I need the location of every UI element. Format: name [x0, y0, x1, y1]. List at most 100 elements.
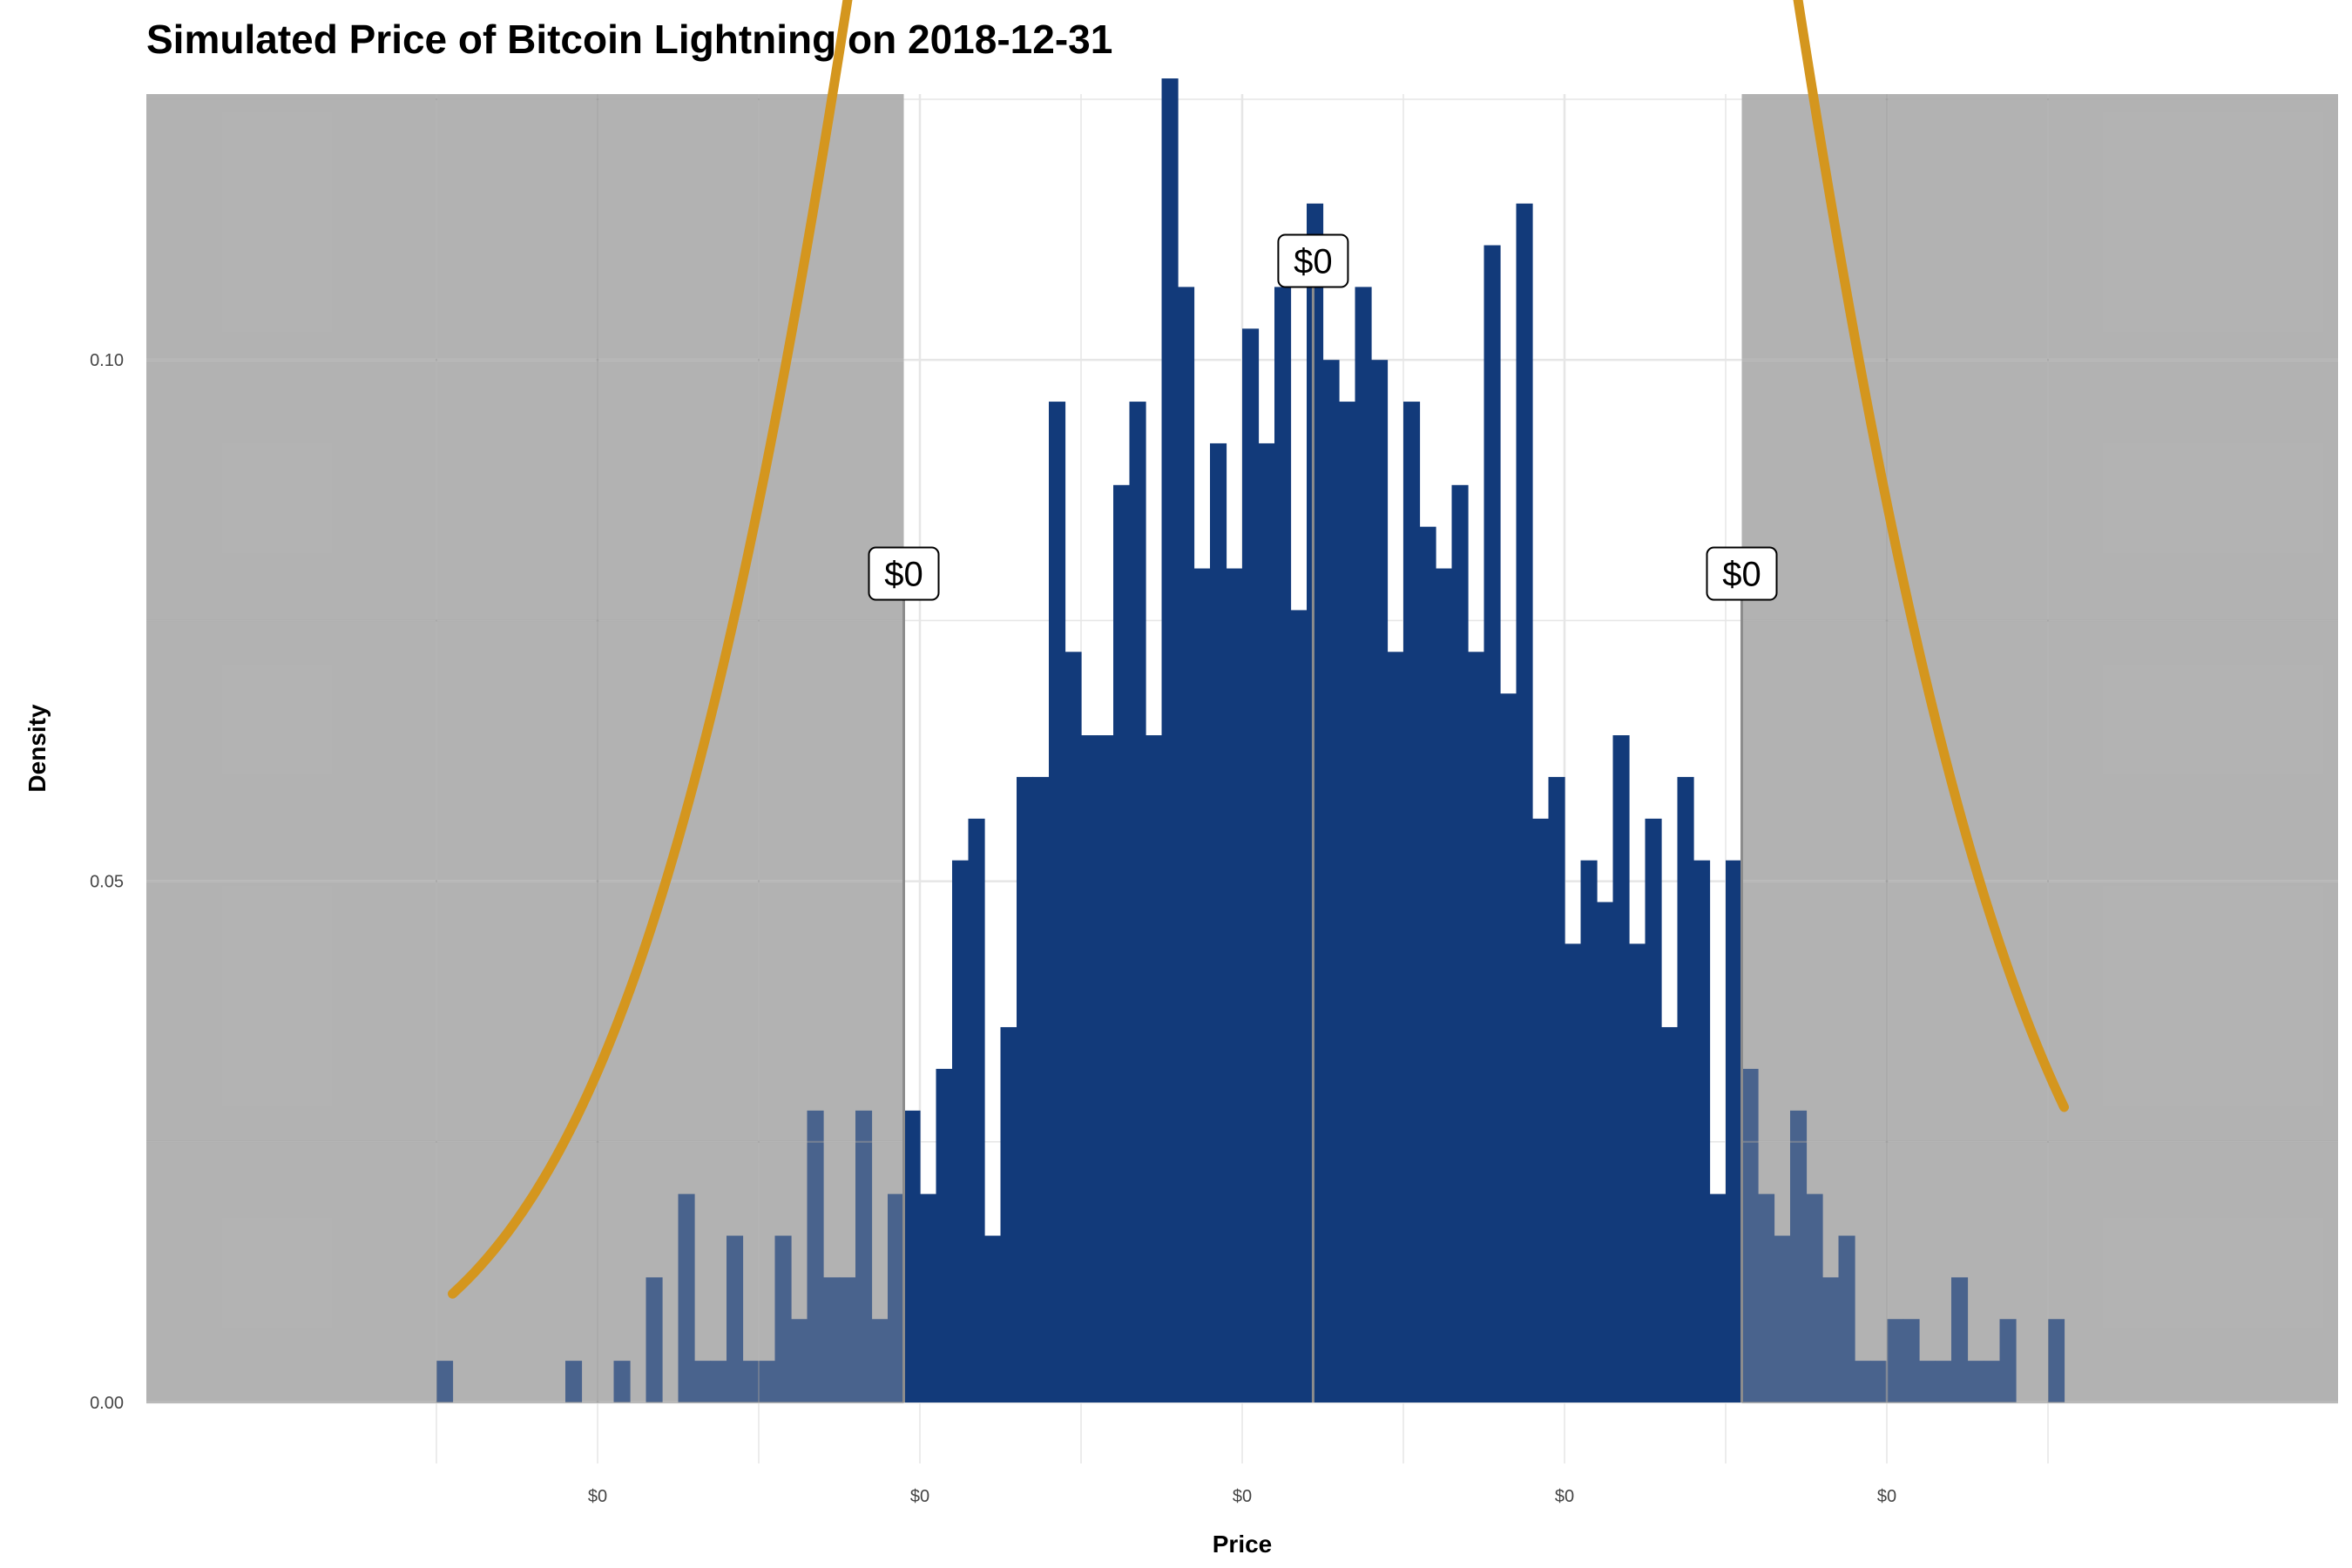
histogram-bar: [839, 1277, 856, 1402]
histogram-bar: [774, 1235, 792, 1402]
histogram-bar: [613, 1361, 631, 1402]
histogram-bar: [1355, 287, 1372, 1402]
histogram-bar: [968, 818, 985, 1402]
x-tick-label: $0: [910, 1487, 929, 1506]
histogram-bar: [1210, 443, 1227, 1403]
histogram-bar: [1967, 1361, 1984, 1402]
histogram-bar: [1242, 328, 1260, 1403]
histogram-bar: [1887, 1319, 1904, 1402]
histogram-bar: [1258, 443, 1275, 1403]
y-tick-label: 0.10: [90, 351, 124, 370]
histogram-bar: [1741, 1069, 1759, 1402]
histogram-bar: [1097, 735, 1114, 1402]
histogram-bar: [1548, 776, 1565, 1402]
histogram-bar: [1645, 818, 1662, 1402]
y-tick-label: 0.00: [90, 1394, 124, 1413]
histogram-bar: [1516, 203, 1533, 1403]
histogram-bar: [1129, 402, 1146, 1402]
histogram-bar: [1693, 860, 1711, 1402]
histogram-bar: [1017, 776, 1034, 1402]
chart-title: Simulated Price of Bitcoin Lightning on …: [146, 17, 1113, 62]
histogram-bar: [1307, 203, 1324, 1403]
annotation-label-box-1: [1277, 233, 1349, 288]
histogram-bar: [678, 1193, 695, 1402]
shade-overlay: [146, 94, 2338, 1403]
annotation-label-1: $0: [1294, 242, 1333, 280]
histogram-bar: [1532, 818, 1550, 1402]
histogram-bar: [1903, 1319, 1920, 1402]
histogram-bar: [436, 1361, 454, 1402]
y-axis-title: Density: [24, 704, 51, 793]
histogram-bar: [888, 1193, 905, 1402]
histogram-bar: [565, 1361, 583, 1402]
histogram-bars: [436, 78, 2065, 1403]
histogram-bar: [1146, 735, 1163, 1402]
histogram-bar: [1661, 1027, 1679, 1402]
density-curve: [448, 0, 2069, 1299]
histogram-bar: [1580, 860, 1598, 1402]
histogram-bar: [1951, 1277, 1969, 1402]
histogram-bar: [807, 1110, 824, 1402]
histogram-bar: [2048, 1319, 2065, 1402]
shaded-region-1: [1741, 94, 2338, 1402]
histogram-bar: [1419, 526, 1436, 1402]
histogram-bar: [1484, 245, 1501, 1402]
histogram-bar: [742, 1361, 760, 1402]
histogram-bar: [855, 1110, 873, 1402]
histogram-bar: [1677, 776, 1694, 1402]
x-tick-label: $0: [1877, 1487, 1896, 1506]
x-tick-label: $0: [1555, 1487, 1574, 1506]
histogram-bar: [1161, 78, 1179, 1402]
histogram-bar: [1290, 610, 1308, 1402]
histogram-bar: [791, 1319, 808, 1402]
histogram-bar: [1322, 360, 1340, 1402]
histogram-bar: [694, 1361, 712, 1402]
histogram-bar: [710, 1361, 727, 1402]
axes: 0.00 0.05 0.10 $0 $0 $0 $0 $0 Price Density: [24, 351, 1896, 1558]
histogram-bar: [1387, 652, 1404, 1402]
shaded-region-0: [146, 94, 904, 1402]
annotation-label-box-2: [1706, 546, 1778, 601]
annotation-label-box-0: [868, 546, 940, 601]
histogram-bar: [1113, 484, 1131, 1402]
histogram-bar: [903, 1110, 921, 1402]
histogram-bar: [1403, 402, 1421, 1402]
histogram-bar: [1709, 1193, 1727, 1402]
histogram-bar: [1193, 568, 1211, 1402]
histogram-bar: [1790, 1110, 1808, 1402]
histogram-bar: [1612, 735, 1630, 1402]
histogram-bar: [1855, 1361, 1872, 1402]
shaded-regions: [146, 94, 2338, 1402]
histogram-bar: [1806, 1193, 1823, 1402]
histogram-bar: [1629, 943, 1646, 1402]
x-tick-label: $0: [588, 1487, 607, 1506]
histogram-bar: [1935, 1361, 1952, 1402]
histogram-bar: [1468, 652, 1485, 1402]
shaded-overlay-1: [1741, 94, 2338, 1402]
histogram-bar: [936, 1069, 953, 1402]
histogram-bar: [759, 1361, 776, 1402]
histogram-bar: [1274, 287, 1292, 1402]
histogram-bar: [1049, 402, 1066, 1402]
annotation-label-2: $0: [1722, 556, 1761, 594]
x-tick-label: $0: [1233, 1487, 1252, 1506]
histogram-bar: [984, 1235, 1002, 1402]
histogram-bar: [1919, 1361, 1936, 1402]
histogram-bar: [1339, 402, 1356, 1402]
annotations: $0 $0 $0: [868, 233, 1778, 1402]
histogram-bar: [1436, 568, 1453, 1402]
histogram-bar: [1064, 652, 1082, 1402]
histogram-bar: [1371, 360, 1389, 1402]
y-tick-label: 0.05: [90, 873, 124, 892]
histogram-bar: [1000, 1027, 1017, 1402]
x-axis-title: Price: [1213, 1531, 1273, 1558]
histogram-bar: [1032, 776, 1050, 1402]
histogram-bar: [952, 860, 970, 1402]
shaded-overlay-0: [146, 94, 904, 1402]
histogram-bar: [1565, 943, 1582, 1402]
histogram-bar: [1500, 693, 1517, 1402]
density-curve-layer: [448, 0, 2069, 1299]
histogram-bar: [823, 1277, 841, 1402]
histogram-bar: [1081, 735, 1098, 1402]
